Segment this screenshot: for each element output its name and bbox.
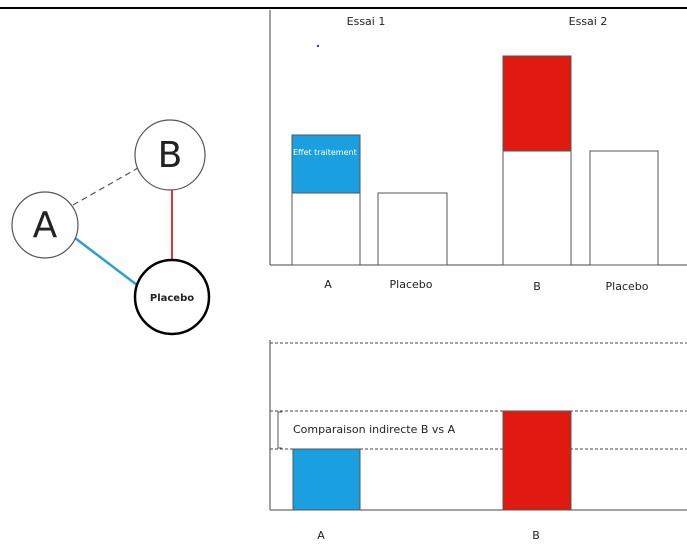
node-placebo [133,258,211,336]
annotation-box: Effet traitement [293,148,357,157]
annotation: Comparaison indirecte B vs A [293,423,456,436]
node-label: Placebo [150,293,194,304]
dot [316,44,320,48]
bracket [277,411,282,449]
bar-label: Placebo [390,278,433,291]
trial-label: Essai 1 [347,15,386,28]
bar-label: B [532,529,540,542]
bar [502,150,572,266]
bar [589,150,659,266]
bar-label: B [533,280,541,293]
edge-a-placebo [74,237,138,286]
edge-a-b [72,167,139,206]
bar [502,410,572,511]
node-a [11,191,79,259]
effect-bar [291,134,361,194]
bar [291,192,361,266]
node-label: A [33,205,58,246]
effect-bar [502,55,572,152]
node-label: B [158,135,183,176]
bar-label: A [317,529,325,542]
node-b [134,119,206,191]
bar [292,448,361,511]
bar [377,192,448,266]
trial-label: Essai 2 [569,15,608,28]
annotation: Effet traitement [293,148,357,157]
bar-label: A [324,278,332,291]
bar-label: Placebo [606,280,649,293]
